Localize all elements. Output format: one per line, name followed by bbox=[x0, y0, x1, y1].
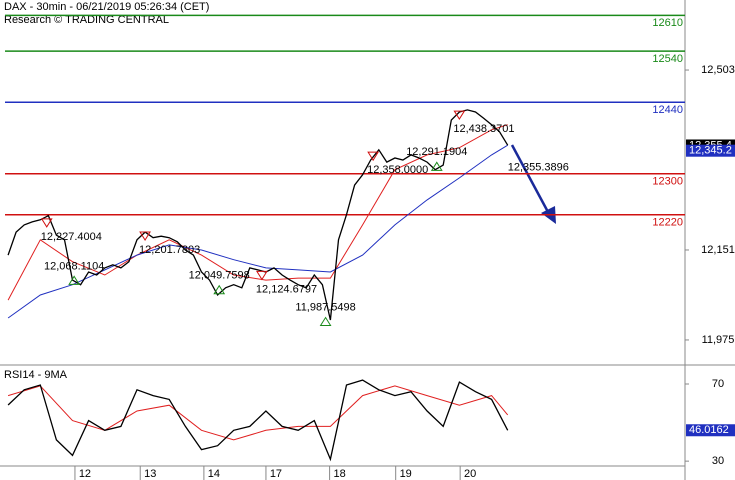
extreme-label: 12,201.7803 bbox=[139, 244, 200, 256]
high-marker bbox=[139, 231, 151, 241]
x-tick-label: 13 bbox=[144, 468, 156, 480]
x-tick-label: 18 bbox=[333, 468, 345, 480]
chart-title: DAX - 30min - 06/21/2019 05:26:34 (CET) bbox=[4, 1, 209, 13]
last-label: 12,355.3896 bbox=[508, 161, 569, 173]
price-box bbox=[686, 144, 735, 157]
moving-average bbox=[7, 124, 508, 301]
high-marker bbox=[40, 218, 53, 228]
chart-subtitle: Research © TRADING CENTRAL bbox=[4, 14, 169, 26]
y-tick-label: 30 bbox=[712, 455, 724, 467]
price-line bbox=[7, 379, 509, 462]
x-tick-label: 19 bbox=[400, 468, 412, 480]
extreme-label: 12,227.4004 bbox=[41, 231, 102, 243]
high-marker bbox=[256, 270, 268, 281]
extreme-label: 12,049.7598 bbox=[189, 270, 250, 282]
level-label: 12300 bbox=[652, 176, 683, 188]
extreme-label: 12,124.6797 bbox=[256, 283, 317, 295]
x-tick-label: 14 bbox=[208, 468, 220, 480]
high-marker bbox=[453, 110, 466, 121]
rsi-title: RSI14 - 9MA bbox=[4, 369, 68, 381]
high-marker bbox=[367, 151, 380, 162]
low-marker bbox=[68, 275, 81, 285]
y-tick-label: 12,151 bbox=[701, 244, 735, 256]
y-tick-label: 12,503 bbox=[701, 64, 735, 76]
low-marker bbox=[319, 316, 332, 327]
level-label: 12540 bbox=[652, 53, 683, 65]
extreme-label: 12,291.1904 bbox=[406, 146, 467, 158]
x-tick-label: 17 bbox=[270, 468, 282, 480]
extreme-label: 12,068.1104 bbox=[44, 260, 104, 272]
price-line bbox=[7, 109, 509, 321]
x-tick-label: 20 bbox=[464, 468, 476, 480]
y-tick-label: 70 bbox=[712, 378, 724, 390]
price-box bbox=[686, 424, 735, 437]
moving-average bbox=[7, 144, 508, 319]
level-label: 12610 bbox=[652, 17, 683, 29]
moving-average bbox=[7, 385, 509, 441]
price-box-label: 46.0162 bbox=[689, 424, 729, 436]
level-label: 12440 bbox=[652, 104, 683, 116]
y-tick-label: 11,975 bbox=[702, 334, 735, 346]
price-box-label: 12,345.2 bbox=[689, 145, 732, 157]
level-label: 12220 bbox=[652, 217, 683, 229]
x-tick-label: 12 bbox=[79, 468, 91, 480]
low-marker bbox=[213, 284, 226, 295]
extreme-label: 12,438.3701 bbox=[453, 123, 514, 135]
extreme-label: 12,358.0000 bbox=[367, 164, 428, 176]
low-marker bbox=[430, 161, 443, 171]
extreme-label: 11,987.5498 bbox=[295, 301, 355, 313]
